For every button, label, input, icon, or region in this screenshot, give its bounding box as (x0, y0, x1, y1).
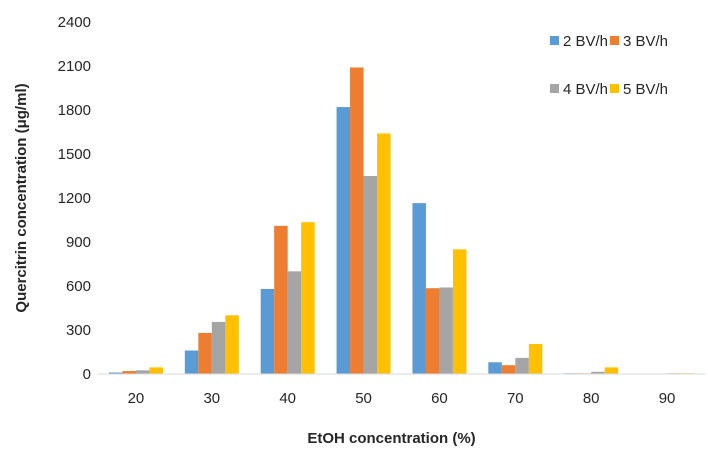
x-axis-ticks: 20 30 40 50 60 70 80 90 (128, 390, 676, 407)
bar (260, 288, 275, 374)
bar (149, 367, 163, 374)
bar (274, 225, 288, 374)
bar (211, 321, 226, 374)
legend: 2 BV/h 3 BV/h 4 BV/h 5 BV/h (550, 33, 668, 98)
bar (591, 371, 605, 374)
bar (225, 315, 239, 374)
bar (184, 350, 199, 374)
bar (350, 67, 364, 374)
bar (198, 332, 212, 374)
y-tick-label: 2100 (58, 58, 91, 75)
bar (452, 249, 467, 374)
y-tick-label: 900 (66, 234, 91, 251)
legend-swatch (610, 36, 619, 45)
x-tick-label: 80 (583, 390, 600, 407)
x-tick-label: 20 (128, 390, 145, 407)
y-tick-label: 600 (66, 278, 91, 295)
y-tick-label: 0 (83, 366, 91, 383)
bar (528, 343, 543, 374)
bar (377, 133, 391, 374)
plot-area (108, 67, 695, 375)
y-axis-title: Quercitrin concentration (μg/ml) (13, 83, 30, 312)
bar (488, 362, 502, 374)
bar (122, 371, 136, 374)
legend-label: 2 BV/h (563, 33, 608, 50)
y-tick-label: 1200 (58, 190, 91, 207)
legend-label: 4 BV/h (563, 81, 608, 98)
x-tick-label: 30 (203, 390, 220, 407)
legend-label: 3 BV/h (623, 33, 668, 50)
y-axis-ticks: 0 300 600 900 1200 1500 1800 2100 2400 (58, 14, 91, 383)
bar (604, 367, 619, 374)
bar (425, 288, 440, 374)
bar (363, 176, 378, 374)
y-tick-label: 1800 (58, 102, 91, 119)
x-tick-label: 90 (659, 390, 676, 407)
bar (301, 222, 315, 374)
bar (439, 287, 453, 374)
x-tick-label: 70 (507, 390, 524, 407)
bar (336, 107, 351, 375)
legend-label: 5 BV/h (623, 81, 668, 98)
bar (135, 370, 150, 374)
x-axis-title: EtOH concentration (%) (307, 430, 475, 447)
legend-swatch (550, 84, 559, 93)
bar (515, 357, 529, 374)
bar (287, 271, 302, 374)
x-tick-label: 60 (431, 390, 448, 407)
x-tick-label: 50 (355, 390, 372, 407)
y-tick-label: 2400 (58, 14, 91, 31)
bar (412, 203, 426, 374)
legend-swatch (550, 36, 559, 45)
bar (501, 365, 516, 374)
y-tick-label: 1500 (58, 146, 91, 163)
legend-swatch (610, 84, 619, 93)
x-tick-label: 40 (279, 390, 296, 407)
y-tick-label: 300 (66, 322, 91, 339)
bar (108, 372, 123, 374)
